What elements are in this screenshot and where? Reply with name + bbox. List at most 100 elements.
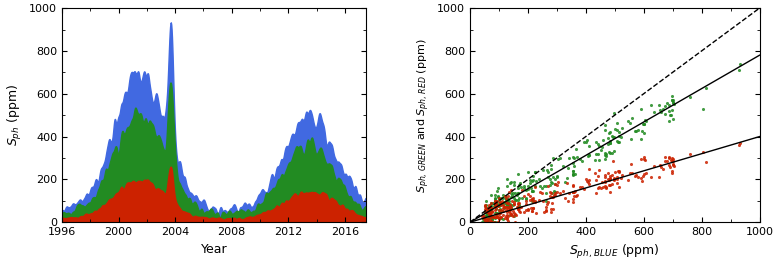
Point [638,155,650,159]
Point [567,200,579,204]
Point [475,220,487,224]
Point [638,172,650,176]
Point [484,217,496,221]
Point [546,194,558,199]
Point [504,211,516,215]
Point [479,210,491,214]
Point [505,180,517,184]
Point [477,212,489,217]
Point [655,110,667,114]
Point [606,134,618,138]
Point [599,152,611,157]
Point [480,199,492,204]
Point [493,198,505,203]
Point [520,188,532,192]
Point [571,193,584,197]
Point [598,123,611,127]
Point [478,217,491,221]
Point [492,211,505,215]
Point [484,205,496,209]
Point [527,189,539,193]
Point [549,177,562,182]
Point [502,219,515,223]
Point [602,182,615,187]
Point [527,205,539,210]
Point [659,104,671,108]
Point [524,198,536,202]
Point [549,190,561,194]
Point [607,159,619,163]
Point [653,175,665,180]
Point [576,159,588,163]
Point [612,134,625,138]
Point [508,180,520,184]
Point [559,179,571,184]
Point [501,201,514,205]
Point [551,174,563,178]
Point [498,205,510,209]
Point [500,214,512,218]
Point [551,156,563,161]
Point [590,152,602,157]
Point [520,208,532,212]
Point [481,217,494,221]
Point [489,202,501,207]
Point [502,214,515,218]
Point [551,183,563,188]
Point [512,205,524,209]
Point [663,103,676,108]
Point [480,214,492,218]
Point [492,195,505,199]
Point [494,207,507,211]
Point [501,209,514,214]
Point [664,113,677,117]
Point [608,135,620,139]
Point [480,216,493,221]
Point [492,196,505,201]
Point [546,156,559,161]
Point [505,188,518,192]
Point [545,167,557,171]
Point [667,164,680,168]
Point [635,176,647,180]
Point [483,216,495,220]
Point [653,162,666,167]
Point [508,198,521,202]
Point [505,207,517,211]
Point [483,204,495,209]
Point [562,199,574,203]
Point [480,207,493,211]
Point [543,194,556,198]
Point [543,183,556,187]
Point [483,214,495,218]
Point [663,165,676,169]
Point [604,150,616,155]
Point [666,155,678,160]
Point [501,198,514,202]
Point [501,201,514,205]
Point [494,215,506,219]
Point [484,212,496,216]
Point [540,199,553,204]
Point [684,95,696,99]
Point [541,201,553,206]
Point [525,179,538,183]
Point [482,217,494,221]
Point [480,220,493,224]
Point [635,157,647,161]
Point [663,156,675,160]
Point [663,113,676,118]
Point [603,178,615,182]
Point [611,139,623,143]
Point [490,211,502,215]
Point [600,154,612,158]
Point [484,201,497,205]
Point [481,219,494,223]
Point [491,199,503,203]
Point [501,213,513,217]
Point [481,220,494,224]
Point [546,201,558,205]
Point [493,203,505,207]
Point [612,130,625,134]
Point [479,214,491,218]
